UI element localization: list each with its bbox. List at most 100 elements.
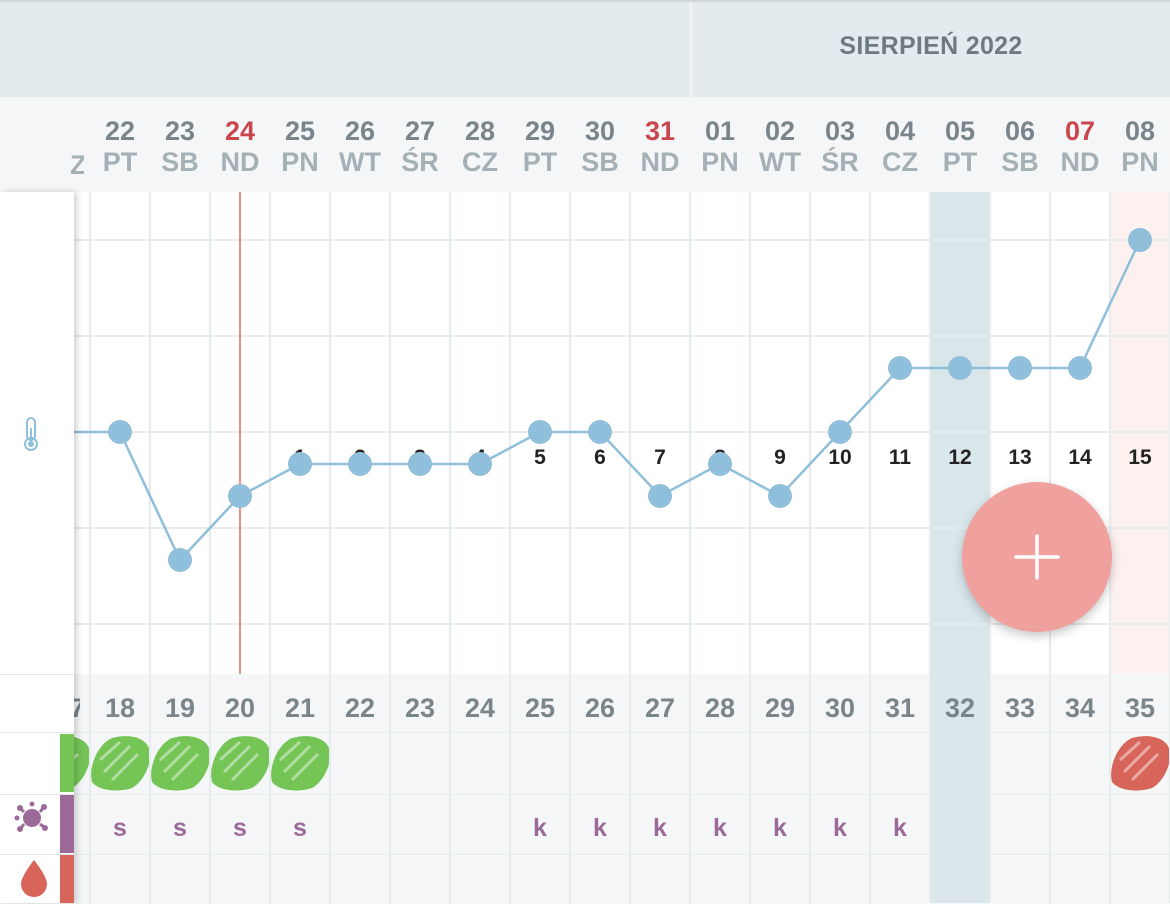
weekday-label: CZ xyxy=(462,147,498,177)
weekday-label: SB xyxy=(161,147,199,177)
cycle-day-number: 20 xyxy=(224,693,256,723)
prev-cycle-day-truncated: 7 xyxy=(70,693,80,723)
mucus-mark[interactable]: k xyxy=(653,814,667,842)
date-column-header[interactable]: 03 ŚR xyxy=(810,116,870,178)
temperature-point[interactable] xyxy=(228,484,252,508)
mucus-mark[interactable]: k xyxy=(773,814,787,842)
date-column-header[interactable]: 30 SB xyxy=(570,116,630,178)
cycle-label: 13 xyxy=(1008,446,1031,469)
date-number: 31 xyxy=(644,116,676,146)
date-column-header[interactable]: 05 PT xyxy=(930,116,990,178)
date-number: 27 xyxy=(404,116,436,146)
date-number: 30 xyxy=(584,116,616,146)
mucus-mark[interactable]: k xyxy=(893,814,907,842)
mucus-mark[interactable]: s xyxy=(233,814,247,842)
mucus-mark[interactable]: k xyxy=(533,814,547,842)
thermometer-icon[interactable] xyxy=(20,416,42,457)
cycle-label: 15 xyxy=(1128,446,1152,469)
mucus-indicator xyxy=(60,795,74,853)
temperature-point[interactable] xyxy=(528,420,552,444)
sidebar-separator xyxy=(0,674,74,675)
date-row xyxy=(0,97,1170,192)
bleeding-mark-spotting[interactable] xyxy=(151,736,211,791)
mucus-mark[interactable]: k xyxy=(833,814,847,842)
mucus-mark[interactable]: s xyxy=(113,814,127,842)
date-number: 01 xyxy=(704,116,736,146)
date-column-header[interactable]: 22 PT xyxy=(90,116,150,178)
date-number: 05 xyxy=(944,116,976,146)
month-divider xyxy=(690,2,692,99)
date-number: 23 xyxy=(164,116,196,146)
temperature-point[interactable] xyxy=(408,452,432,476)
cycle-day-number: 35 xyxy=(1124,693,1156,723)
weekday-label: ND xyxy=(640,147,680,177)
cycle-label: 12 xyxy=(948,446,971,469)
date-column-header[interactable]: 26 WT xyxy=(330,116,390,178)
date-column-header[interactable]: 29 PT xyxy=(510,116,570,178)
date-column-header[interactable]: 07 ND xyxy=(1050,116,1110,178)
temperature-point[interactable] xyxy=(588,420,612,444)
mucus-mark[interactable]: s xyxy=(293,814,307,842)
weekday-label: SB xyxy=(1001,147,1039,177)
temperature-point[interactable] xyxy=(708,452,732,476)
date-column-header[interactable]: 08 PN xyxy=(1110,116,1170,178)
date-column-header[interactable]: 31 ND xyxy=(630,116,690,178)
plus-icon xyxy=(1014,534,1060,580)
temperature-point[interactable] xyxy=(648,484,672,508)
date-column-header[interactable]: 23 SB xyxy=(150,116,210,178)
bleeding-indicator xyxy=(60,734,74,792)
cycle-label: 9 xyxy=(774,446,786,469)
date-number: 25 xyxy=(284,116,316,146)
temperature-point[interactable] xyxy=(948,356,972,380)
cycle-day-number: 19 xyxy=(164,693,196,723)
temperature-point[interactable] xyxy=(288,452,312,476)
date-column-header[interactable]: 28 CZ xyxy=(450,116,510,178)
date-column-header[interactable]: 02 WT xyxy=(750,116,810,178)
splat-icon[interactable] xyxy=(14,800,50,841)
bleeding-mark-spotting[interactable] xyxy=(91,736,151,791)
bleeding-mark-spotting[interactable] xyxy=(211,736,271,791)
temperature-point[interactable] xyxy=(168,548,192,572)
temperature-point[interactable] xyxy=(1068,356,1092,380)
temperature-point[interactable] xyxy=(828,420,852,444)
left-sidebar xyxy=(0,192,74,903)
cycle-day-number: 23 xyxy=(404,693,436,723)
weekday-label: ŚR xyxy=(401,147,439,177)
add-button[interactable] xyxy=(962,482,1112,632)
temperature-point[interactable] xyxy=(1128,228,1152,252)
temperature-point[interactable] xyxy=(1008,356,1032,380)
date-column-header[interactable]: 24 ND xyxy=(210,116,270,178)
date-number: 06 xyxy=(1004,116,1036,146)
date-number: 26 xyxy=(344,116,376,146)
temperature-point[interactable] xyxy=(888,356,912,380)
cycle-day-number: 25 xyxy=(524,693,556,723)
mucus-mark[interactable]: k xyxy=(593,814,607,842)
date-column-header[interactable]: 04 CZ xyxy=(870,116,930,178)
date-number: 07 xyxy=(1064,116,1096,146)
weekday-label: CZ xyxy=(882,147,918,177)
sidebar-separator xyxy=(0,794,74,795)
temperature-point[interactable] xyxy=(768,484,792,508)
date-column-header[interactable]: 06 SB xyxy=(990,116,1050,178)
weekday-label: PN xyxy=(1121,147,1159,177)
mucus-mark[interactable]: k xyxy=(713,814,727,842)
temperature-point[interactable] xyxy=(348,452,372,476)
mucus-mark[interactable]: s xyxy=(173,814,187,842)
temperature-point[interactable] xyxy=(468,452,492,476)
date-column-header[interactable]: 27 ŚR xyxy=(390,116,450,178)
date-number: 04 xyxy=(884,116,916,146)
cycle-day-number: 34 xyxy=(1064,693,1096,723)
drop-icon[interactable] xyxy=(18,858,50,903)
temperature-point[interactable] xyxy=(108,420,132,444)
bleeding-mark-heavy[interactable] xyxy=(1111,736,1170,791)
date-column-header[interactable]: 25 PN xyxy=(270,116,330,178)
date-number: 28 xyxy=(464,116,496,146)
weekday-label: SB xyxy=(581,147,619,177)
temperature-chart[interactable]: 123456789101112131415 xyxy=(0,192,1170,674)
cycle-label: 6 xyxy=(594,446,606,469)
cycle-day-number: 28 xyxy=(704,693,736,723)
date-number: 02 xyxy=(764,116,796,146)
weekday-label: WT xyxy=(759,147,801,177)
date-column-header[interactable]: 01 PN xyxy=(690,116,750,178)
bleeding-mark-spotting[interactable] xyxy=(271,736,331,791)
